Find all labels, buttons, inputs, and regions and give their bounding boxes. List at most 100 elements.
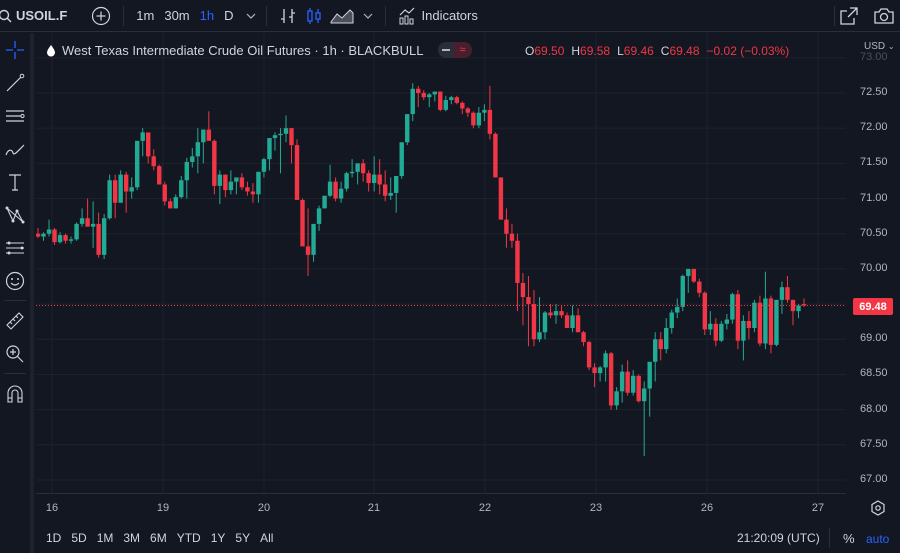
divider xyxy=(123,5,125,26)
zoom-in-tool[interactable] xyxy=(0,337,30,370)
price-tick: 68.50 xyxy=(860,367,888,380)
open-value: 69.50 xyxy=(534,44,565,58)
candles-chart-button[interactable] xyxy=(303,0,325,32)
drawing-toolbar xyxy=(0,33,34,553)
price-scale[interactable]: 73.00 72.50 72.00 71.50 71.00 70.50 70.00 69.00… xyxy=(846,33,900,493)
auto-scale-toggle[interactable]: auto xyxy=(866,532,890,546)
magnet-icon xyxy=(7,384,23,403)
ruler-icon xyxy=(6,311,24,330)
icon-tool[interactable] xyxy=(0,264,30,297)
price-tick: 67.00 xyxy=(860,472,888,485)
range-1d[interactable]: 1D xyxy=(46,530,62,545)
range-5y[interactable]: 5Y xyxy=(235,530,251,545)
range-6m[interactable]: 6M xyxy=(150,530,167,545)
low-value: 69.46 xyxy=(623,44,654,58)
range-3m[interactable]: 3M xyxy=(123,530,141,545)
magnet-tool[interactable] xyxy=(0,377,30,410)
time-tick: 23 xyxy=(589,502,603,514)
price-tick: 67.50 xyxy=(860,437,888,450)
chevron-down-icon xyxy=(363,13,372,19)
zoom-in-icon xyxy=(6,344,24,362)
high-value: 69.58 xyxy=(580,44,611,58)
divider xyxy=(384,5,386,26)
range-ytd[interactable]: YTD xyxy=(176,530,201,545)
gear-icon xyxy=(871,500,885,516)
divider xyxy=(829,528,830,548)
candlestick-chart[interactable] xyxy=(36,33,846,493)
bars-chart-button[interactable] xyxy=(277,0,299,32)
collapse-icon[interactable] xyxy=(437,42,454,58)
price-tick: 72.50 xyxy=(860,86,888,98)
time-scale[interactable]: 16 19 20 21 22 23 26 27 xyxy=(36,493,846,521)
series-title: West Texas Intermediate Crude Oil Future… xyxy=(62,42,424,58)
utc-clock[interactable]: 21:20:09 (UTC) xyxy=(737,531,820,545)
range-5d[interactable]: 5D xyxy=(71,530,87,545)
indicators-button[interactable]: Indicators xyxy=(398,0,478,32)
time-tick: 22 xyxy=(478,502,492,514)
forecast-icon xyxy=(6,241,24,254)
bars-icon xyxy=(280,8,295,23)
price-tick: 69.00 xyxy=(860,332,888,345)
change-value: −0.02 (−0.03%) xyxy=(706,44,790,58)
settings-button[interactable] xyxy=(870,500,886,516)
compare-add-button[interactable] xyxy=(89,0,113,32)
interval-1h[interactable]: 1h xyxy=(199,8,215,23)
price-tick: 70.50 xyxy=(860,226,888,239)
time-tick: 21 xyxy=(367,502,381,514)
external-link-icon xyxy=(840,6,858,25)
crosshair-tool[interactable] xyxy=(0,33,30,66)
time-tick: 19 xyxy=(156,502,170,514)
symbol-search-button[interactable]: USOIL.F xyxy=(0,8,67,23)
interval-d[interactable]: D xyxy=(224,8,234,23)
divider xyxy=(4,373,26,374)
fib-lines-icon xyxy=(6,109,25,122)
area-chart-button[interactable] xyxy=(329,0,355,32)
percent-scale-toggle[interactable]: % xyxy=(843,531,855,546)
range-1y[interactable]: 1Y xyxy=(210,530,226,545)
top-toolbar: USOIL.F 1m 30m 1h D Indicators xyxy=(0,0,900,32)
range-1m[interactable]: 1M xyxy=(96,530,114,545)
area-chart-icon xyxy=(330,8,353,23)
text-tool[interactable] xyxy=(0,165,30,198)
range-bar: 1D 5D 1M 3M 6M YTD 1Y 5Y All xyxy=(36,522,900,553)
legend-toggle[interactable]: ≈ xyxy=(437,42,472,58)
horizontal-lines-tool[interactable] xyxy=(0,99,30,132)
interval-1m[interactable]: 1m xyxy=(136,8,155,23)
forecast-tool[interactable] xyxy=(0,231,30,264)
screenshot-button[interactable] xyxy=(872,0,896,32)
smiley-icon xyxy=(5,271,25,290)
last-price-label: 69.48 xyxy=(853,298,893,315)
interval-30m[interactable]: 30m xyxy=(164,8,190,23)
chart-type-dropdown[interactable] xyxy=(363,0,373,32)
time-tick: 20 xyxy=(257,502,271,514)
open-key: O xyxy=(525,44,535,58)
interval-dropdown[interactable] xyxy=(246,0,256,32)
divider xyxy=(834,5,835,26)
indicators-label: Indicators xyxy=(421,8,478,23)
text-icon xyxy=(9,173,21,191)
brush-tool[interactable] xyxy=(0,132,30,165)
ohlc-values: O69.50 H69.58 L69.46 C69.48 −0.02 (−0.03… xyxy=(525,44,789,58)
plus-circle-icon xyxy=(92,6,111,25)
divider xyxy=(4,300,26,301)
high-key: H xyxy=(571,44,581,58)
currency-selector[interactable]: USD ⌄ xyxy=(864,41,895,52)
time-tick: 26 xyxy=(700,502,714,514)
trend-line-icon xyxy=(6,73,25,91)
camera-icon xyxy=(874,7,894,24)
trend-line-tool[interactable] xyxy=(0,66,30,99)
price-tick: 71.50 xyxy=(860,156,888,169)
symbol-label: USOIL.F xyxy=(16,8,68,23)
close-value: 69.48 xyxy=(669,44,700,58)
price-tick: 73.00 xyxy=(860,50,888,63)
divider xyxy=(265,5,267,26)
measure-tool[interactable] xyxy=(0,304,30,337)
fullscreen-button[interactable] xyxy=(838,0,860,32)
close-key: C xyxy=(660,44,670,58)
price-tick: 71.00 xyxy=(860,191,888,204)
currency-label: USD xyxy=(864,41,886,52)
approx-icon[interactable]: ≈ xyxy=(453,42,472,58)
range-all[interactable]: All xyxy=(260,530,274,545)
pattern-icon xyxy=(5,206,25,223)
pattern-tool[interactable] xyxy=(0,198,30,231)
